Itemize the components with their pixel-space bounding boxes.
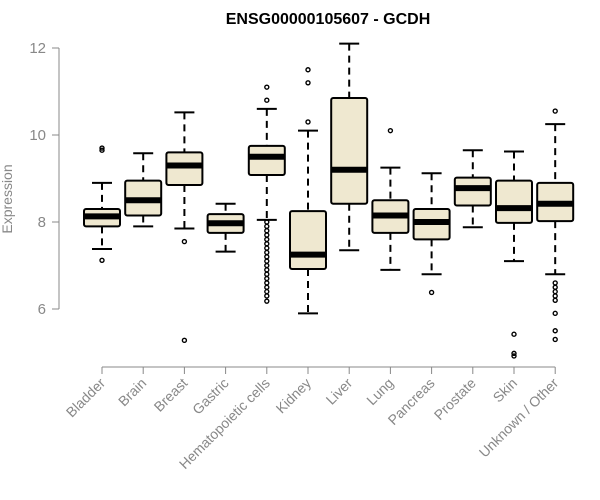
x-tick-label: Liver [323, 375, 356, 408]
outlier-point [387, 127, 394, 134]
y-tick-label: 12 [29, 40, 46, 57]
outlier-point [552, 297, 558, 303]
x-tick-label: Kidney [273, 375, 315, 417]
outlier-point [264, 293, 270, 299]
outlier-point [264, 254, 270, 260]
box-bladder [83, 145, 121, 263]
outlier-point [264, 84, 270, 90]
iqr-box [247, 144, 286, 177]
outlier-point [428, 289, 435, 296]
box-gastric [206, 202, 245, 253]
outlier-point [264, 241, 270, 247]
outlier-point [305, 80, 311, 86]
outlier-point [264, 245, 270, 251]
outlier-point [264, 223, 270, 230]
outlier-point [264, 97, 270, 103]
outlier-point [264, 267, 270, 273]
x-tick-label: Breast [151, 375, 191, 415]
outlier-point [511, 350, 517, 357]
outlier-point [181, 238, 188, 245]
box-kidney [289, 67, 327, 315]
box-unknown-other [536, 108, 575, 343]
iqr-box [453, 176, 492, 207]
outlier-point [264, 262, 270, 269]
iqr-box [165, 151, 204, 187]
x-tick-label: Skin [490, 375, 521, 406]
outlier-point [264, 284, 270, 290]
box-lung [371, 127, 410, 271]
outlier-point [264, 219, 270, 225]
outlier-point [264, 236, 270, 243]
outlier-point [511, 331, 517, 337]
outlier-point [264, 232, 270, 238]
box-liver [330, 42, 369, 252]
outlier-point [552, 284, 558, 290]
outlier-point [305, 119, 311, 125]
outlier-point [99, 147, 105, 153]
x-tick-label: Brain [115, 375, 149, 409]
chart-title: ENSG00000105607 - GCDH [226, 11, 431, 28]
outlier-point [264, 271, 270, 277]
box-hematopoietic-cells [247, 84, 286, 304]
outlier-point [181, 337, 188, 344]
box-pancreas [412, 172, 451, 296]
outlier-point [552, 336, 558, 343]
y-tick-label: 6 [38, 301, 46, 318]
outlier-point [552, 293, 558, 299]
outlier-point [264, 275, 270, 282]
y-tick-label: 10 [29, 127, 46, 144]
y-axis-label: Expression [0, 164, 15, 233]
iqr-box [289, 210, 327, 270]
box-prostate [453, 149, 492, 229]
outlier-point [264, 298, 270, 304]
x-tick-label: Bladder [63, 375, 109, 421]
iqr-box [330, 97, 369, 205]
outlier-point [552, 288, 558, 295]
box-breast [165, 111, 204, 344]
outlier-point [552, 328, 558, 334]
outlier-point [511, 353, 517, 359]
outlier-point [264, 258, 270, 264]
outlier-point [264, 280, 270, 286]
x-tick-label: Prostate [431, 375, 479, 423]
outlier-point [552, 280, 558, 286]
outlier-point [264, 249, 270, 256]
outlier-point [99, 257, 105, 263]
x-tick-label: Lung [363, 375, 396, 408]
outlier-point [264, 288, 270, 295]
box-series [83, 42, 575, 359]
outlier-point [552, 108, 558, 114]
box-brain [124, 152, 163, 228]
outlier-point [99, 145, 105, 151]
outlier-point [552, 310, 558, 317]
outlier-point [305, 67, 311, 73]
iqr-box [495, 179, 533, 224]
box-skin [495, 150, 533, 359]
outlier-point [264, 227, 270, 234]
y-tick-label: 8 [38, 214, 46, 231]
